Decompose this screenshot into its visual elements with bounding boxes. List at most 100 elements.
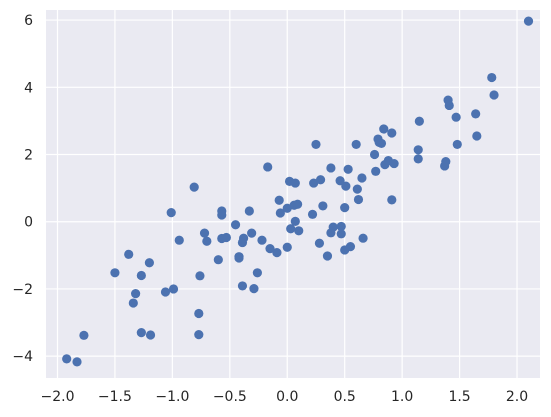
scatter-point bbox=[345, 241, 356, 252]
scatter-point bbox=[257, 235, 267, 245]
scatter-point bbox=[274, 195, 284, 205]
scatter-point bbox=[282, 203, 292, 213]
scatter-point bbox=[290, 216, 300, 226]
scatter-point bbox=[387, 128, 397, 138]
scatter-point bbox=[351, 139, 361, 150]
scatter-point bbox=[166, 208, 176, 218]
scatter-point bbox=[131, 289, 141, 299]
x-tick-label: 2.0 bbox=[506, 389, 528, 405]
x-tick-label: −1.5 bbox=[98, 389, 132, 405]
scatter-point bbox=[311, 139, 321, 150]
scatter-point bbox=[352, 184, 362, 194]
scatter-point bbox=[244, 206, 254, 216]
scatter-point bbox=[336, 221, 346, 232]
scatter-point bbox=[174, 235, 184, 245]
scatter-point bbox=[286, 224, 296, 234]
scatter-point bbox=[328, 222, 338, 232]
scatter-points bbox=[62, 16, 534, 367]
scatter-point bbox=[487, 72, 497, 83]
scatter-point bbox=[263, 162, 273, 172]
scatter-point bbox=[136, 270, 146, 281]
y-tick-label: −2 bbox=[12, 282, 33, 298]
scatter-point bbox=[489, 90, 499, 100]
scatter-point bbox=[62, 354, 72, 364]
scatter-point bbox=[369, 149, 380, 160]
scatter-point bbox=[195, 271, 205, 281]
scatter-point bbox=[145, 330, 156, 340]
scatter-point bbox=[314, 238, 325, 248]
scatter-point bbox=[340, 203, 350, 213]
scatter-point bbox=[136, 328, 146, 338]
scatter-point bbox=[414, 116, 424, 126]
scatter-point bbox=[252, 268, 262, 278]
scatter-point bbox=[237, 281, 248, 291]
scatter-point bbox=[451, 112, 461, 122]
scatter-point bbox=[413, 154, 423, 164]
scatter-point bbox=[322, 251, 333, 261]
scatter-point bbox=[230, 220, 241, 230]
x-axis-tick-labels: −2.0 −1.5 −1.0 −0.5 0.0 0.5 1.0 1.5 2.0 bbox=[40, 389, 528, 405]
scatter-point bbox=[389, 158, 399, 169]
scatter-point bbox=[217, 206, 227, 216]
scatter-point bbox=[275, 208, 285, 218]
scatter-point bbox=[194, 330, 204, 340]
scatter-point bbox=[199, 228, 210, 238]
scatter-point bbox=[523, 16, 534, 26]
scatter-point bbox=[471, 109, 481, 119]
y-tick-label: 2 bbox=[24, 148, 33, 164]
y-tick-label: 0 bbox=[24, 215, 33, 231]
y-tick-label: 6 bbox=[24, 13, 33, 29]
x-tick-label: −2.0 bbox=[40, 389, 74, 405]
scatter-point bbox=[307, 209, 318, 219]
scatter-point bbox=[335, 176, 345, 186]
scatter-point bbox=[234, 253, 244, 263]
scatter-point bbox=[265, 244, 275, 254]
scatter-point bbox=[272, 248, 282, 258]
scatter-point bbox=[343, 164, 353, 174]
x-tick-label: 1.5 bbox=[448, 389, 470, 405]
scatter-point bbox=[144, 258, 154, 268]
scatter-point bbox=[124, 249, 134, 259]
plot-area-background bbox=[46, 10, 540, 378]
scatter-point bbox=[387, 195, 397, 205]
scatter-point bbox=[452, 139, 462, 150]
scatter-point bbox=[221, 232, 231, 243]
scatter-point bbox=[441, 156, 451, 167]
scatter-point bbox=[357, 173, 367, 183]
scatter-point bbox=[358, 233, 368, 243]
y-tick-label: −4 bbox=[12, 349, 33, 365]
x-tick-label: 0.5 bbox=[334, 389, 356, 405]
grid-lines bbox=[46, 10, 540, 378]
scatter-point bbox=[239, 233, 249, 243]
scatter-point bbox=[376, 138, 387, 149]
scatter-point bbox=[353, 194, 364, 205]
scatter-point bbox=[189, 182, 199, 192]
scatter-point bbox=[292, 199, 303, 209]
scatter-point bbox=[110, 268, 120, 278]
scatter-point bbox=[341, 181, 351, 191]
scatter-point bbox=[79, 330, 89, 340]
scatter-point bbox=[413, 145, 423, 155]
scatter-point bbox=[472, 131, 482, 141]
scatter-point bbox=[318, 201, 328, 211]
x-tick-label: 0.0 bbox=[276, 389, 298, 405]
y-axis-tick-labels: −4 −2 0 2 4 6 bbox=[12, 13, 33, 365]
scatter-point bbox=[290, 178, 300, 188]
scatter-point bbox=[168, 284, 179, 294]
scatter-point bbox=[444, 100, 454, 111]
scatter-point bbox=[160, 287, 171, 297]
scatter-point bbox=[326, 163, 336, 173]
scatter-point bbox=[315, 175, 326, 185]
scatter-point bbox=[194, 308, 204, 319]
y-tick-label: 4 bbox=[24, 80, 33, 96]
x-tick-label: −0.5 bbox=[213, 389, 247, 405]
scatter-point bbox=[309, 178, 319, 188]
x-tick-label: −1.0 bbox=[155, 389, 189, 405]
scatter-point bbox=[72, 357, 82, 367]
scatter-point bbox=[336, 229, 346, 239]
x-tick-label: 1.0 bbox=[391, 389, 413, 405]
scatter-point bbox=[282, 242, 292, 252]
scatter-point bbox=[247, 228, 257, 238]
scatter-point bbox=[202, 236, 212, 246]
